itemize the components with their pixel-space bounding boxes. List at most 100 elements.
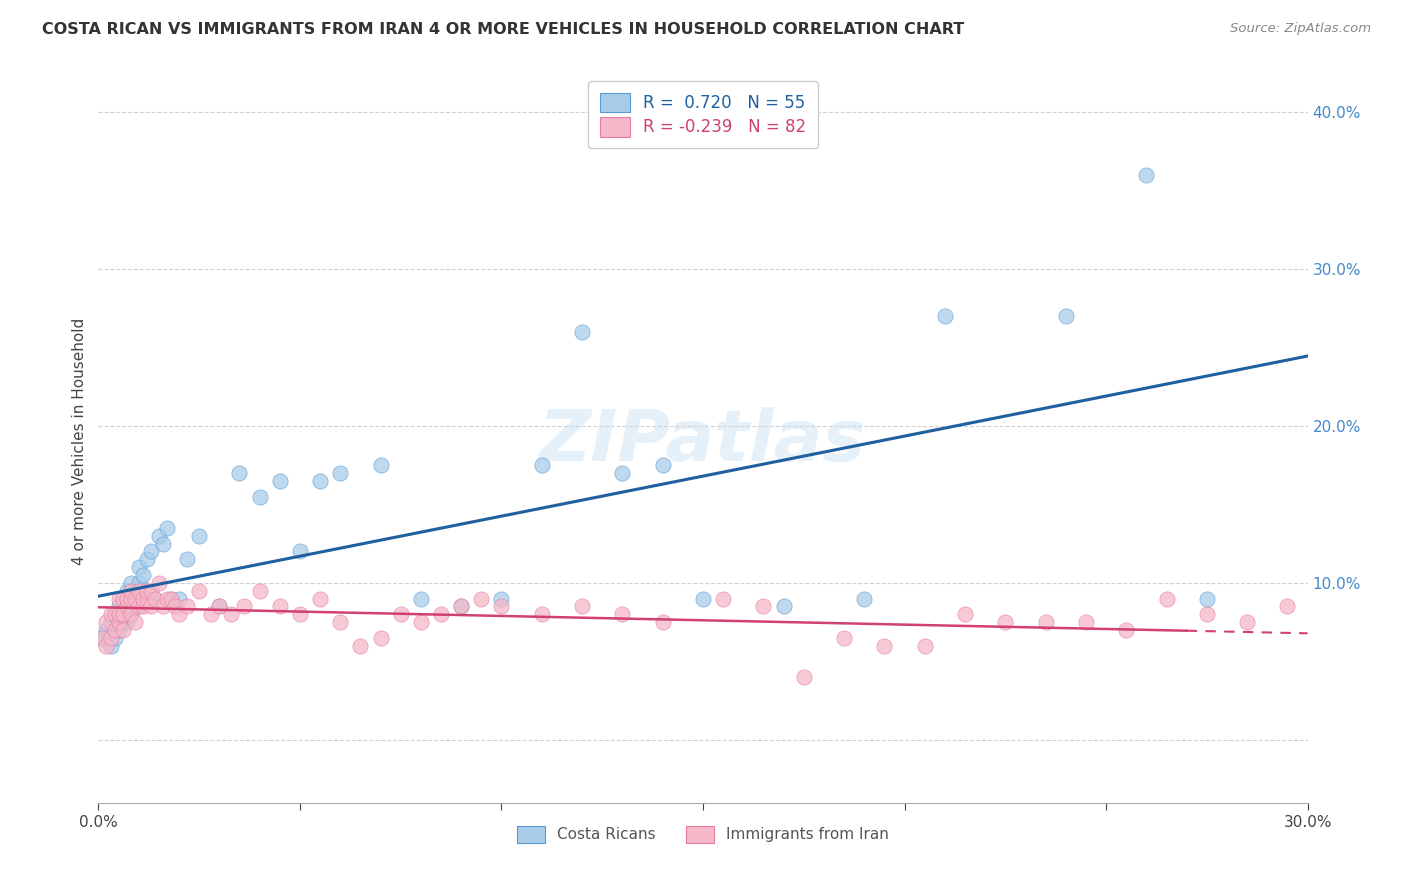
Point	[135, 552, 157, 566]
Point	[430, 607, 453, 622]
Point	[491, 599, 513, 614]
Point	[120, 607, 142, 622]
Point	[120, 575, 142, 590]
Point	[111, 615, 134, 630]
Point	[111, 591, 134, 606]
Point	[389, 607, 412, 622]
Point	[914, 639, 936, 653]
Point	[1054, 309, 1077, 323]
Point	[450, 599, 472, 614]
Point	[107, 591, 129, 606]
Point	[91, 631, 114, 645]
Point	[692, 591, 714, 606]
Point	[160, 591, 183, 606]
Point	[329, 466, 352, 480]
Point	[1195, 591, 1218, 606]
Point	[370, 458, 392, 472]
Point	[115, 599, 138, 614]
Point	[115, 591, 138, 606]
Point	[188, 529, 211, 543]
Point	[103, 631, 125, 645]
Point	[1074, 615, 1097, 630]
Point	[128, 560, 150, 574]
Point	[772, 599, 794, 614]
Point	[96, 615, 118, 630]
Point	[143, 591, 166, 606]
Point	[167, 607, 190, 622]
Point	[228, 466, 250, 480]
Point	[103, 623, 125, 637]
Point	[571, 325, 593, 339]
Point	[530, 607, 553, 622]
Point	[370, 631, 392, 645]
Point	[1277, 599, 1299, 614]
Text: ZIPatlas: ZIPatlas	[540, 407, 866, 476]
Point	[96, 639, 118, 653]
Point	[288, 607, 311, 622]
Point	[160, 591, 183, 606]
Point	[163, 599, 186, 614]
Point	[1236, 615, 1258, 630]
Point	[107, 615, 129, 630]
Point	[103, 607, 125, 622]
Point	[752, 599, 775, 614]
Point	[873, 639, 896, 653]
Point	[208, 599, 231, 614]
Point	[128, 583, 150, 598]
Y-axis label: 4 or more Vehicles in Household: 4 or more Vehicles in Household	[72, 318, 87, 566]
Point	[309, 591, 332, 606]
Point	[1357, 639, 1379, 653]
Point	[152, 599, 174, 614]
Legend: Costa Ricans, Immigrants from Iran: Costa Ricans, Immigrants from Iran	[512, 820, 894, 849]
Point	[96, 623, 118, 637]
Point	[200, 607, 222, 622]
Point	[1156, 591, 1178, 606]
Text: COSTA RICAN VS IMMIGRANTS FROM IRAN 4 OR MORE VEHICLES IN HOUSEHOLD CORRELATION : COSTA RICAN VS IMMIGRANTS FROM IRAN 4 OR…	[42, 22, 965, 37]
Point	[128, 599, 150, 614]
Point	[115, 615, 138, 630]
Point	[107, 607, 129, 622]
Point	[711, 591, 734, 606]
Point	[188, 583, 211, 598]
Point	[124, 583, 146, 598]
Point	[1035, 615, 1057, 630]
Point	[953, 607, 976, 622]
Point	[120, 607, 142, 622]
Point	[156, 591, 179, 606]
Text: Source: ZipAtlas.com: Source: ZipAtlas.com	[1230, 22, 1371, 36]
Point	[409, 591, 432, 606]
Point	[107, 599, 129, 614]
Point	[612, 466, 634, 480]
Point	[1115, 623, 1137, 637]
Point	[148, 529, 170, 543]
Point	[124, 599, 146, 614]
Point	[143, 591, 166, 606]
Point	[100, 607, 122, 622]
Point	[152, 536, 174, 550]
Point	[1195, 607, 1218, 622]
Point	[115, 599, 138, 614]
Point	[329, 615, 352, 630]
Point	[1135, 168, 1157, 182]
Point	[100, 615, 122, 630]
Point	[571, 599, 593, 614]
Point	[128, 575, 150, 590]
Point	[103, 623, 125, 637]
Point	[107, 623, 129, 637]
Point	[288, 544, 311, 558]
Point	[132, 591, 155, 606]
Point	[120, 591, 142, 606]
Point	[793, 670, 815, 684]
Point	[651, 615, 673, 630]
Point	[269, 599, 291, 614]
Point	[111, 607, 134, 622]
Point	[249, 490, 271, 504]
Point	[349, 639, 371, 653]
Point	[132, 599, 155, 614]
Point	[249, 583, 271, 598]
Point	[100, 639, 122, 653]
Point	[91, 631, 114, 645]
Point	[167, 591, 190, 606]
Point	[124, 591, 146, 606]
Point	[309, 474, 332, 488]
